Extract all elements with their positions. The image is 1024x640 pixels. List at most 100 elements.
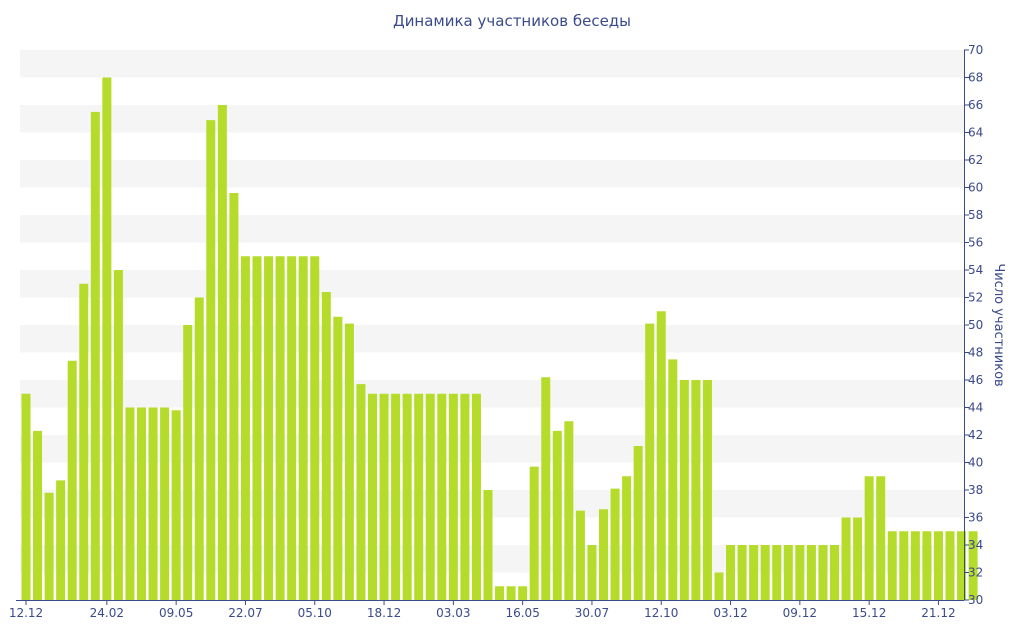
bar <box>853 517 863 600</box>
bar <box>933 531 943 600</box>
bar <box>44 492 54 600</box>
bar <box>402 393 412 600</box>
bar <box>564 421 574 600</box>
bar <box>437 393 447 600</box>
y-tick-label: 68 <box>968 71 983 85</box>
y-tick-label: 62 <box>968 153 983 167</box>
bar <box>298 256 308 600</box>
bar <box>379 393 389 600</box>
bar <box>137 407 146 600</box>
y-tick-label: 54 <box>968 263 983 277</box>
bar <box>448 393 458 600</box>
bar <box>726 545 736 600</box>
bar <box>321 292 331 600</box>
bar <box>702 380 712 600</box>
bar <box>79 283 89 600</box>
bar <box>529 466 539 601</box>
bar <box>806 545 816 600</box>
bar <box>887 531 897 600</box>
bar <box>772 545 782 600</box>
chart-title: Динамика участников беседы <box>392 12 632 30</box>
bar <box>795 545 805 600</box>
bar <box>737 545 747 600</box>
bar <box>633 446 643 600</box>
bar <box>575 510 585 601</box>
bar <box>610 488 620 601</box>
bar <box>599 509 608 600</box>
bar <box>968 531 978 600</box>
bar <box>414 393 424 600</box>
bar <box>56 480 66 600</box>
bar <box>148 407 158 600</box>
bar <box>183 325 193 600</box>
x-tick-label: 03.12 <box>713 606 747 620</box>
x-tick-label: 09.12 <box>783 606 817 620</box>
bar <box>287 256 297 600</box>
bar <box>90 111 100 601</box>
x-tick-label: 12.12 <box>9 606 43 620</box>
bar <box>33 430 43 601</box>
y-tick-label: 66 <box>968 98 983 112</box>
bar <box>171 410 181 600</box>
y-tick-label: 42 <box>968 428 983 442</box>
bar <box>21 393 31 600</box>
bar <box>830 545 839 600</box>
bar <box>541 377 551 600</box>
y-axis-title: Число участников <box>991 263 1006 386</box>
bar <box>760 545 770 600</box>
bar <box>841 517 851 600</box>
x-tick-label: 22.07 <box>228 606 262 620</box>
y-tick-label: 46 <box>968 373 983 387</box>
grid-band <box>20 270 964 298</box>
bar <box>217 105 227 600</box>
bar <box>425 393 435 600</box>
x-tick-label: 21.12 <box>921 606 955 620</box>
bar <box>899 531 909 600</box>
y-tick-label: 56 <box>968 236 983 250</box>
grid-band <box>20 325 964 353</box>
bar <box>160 407 170 600</box>
y-tick-label: 34 <box>968 538 983 552</box>
bar <box>344 323 354 600</box>
bar <box>818 545 828 600</box>
bar <box>240 256 250 600</box>
bar <box>945 531 955 600</box>
bar <box>552 430 562 601</box>
bar <box>229 193 239 600</box>
grid-band <box>20 380 964 408</box>
bar <box>506 586 516 600</box>
grid-band <box>20 50 964 78</box>
bar <box>922 531 932 600</box>
bar <box>910 531 920 600</box>
y-tick-label: 64 <box>968 126 983 140</box>
y-tick-label: 30 <box>968 593 983 607</box>
bar <box>264 256 274 600</box>
bar <box>252 256 262 600</box>
grid-band <box>20 105 964 133</box>
x-tick-label: 12.10 <box>644 606 678 620</box>
y-tick-label: 40 <box>968 456 983 470</box>
bar <box>518 586 528 600</box>
bar <box>194 297 204 600</box>
bar <box>333 316 343 600</box>
bar <box>957 531 967 600</box>
bar <box>679 380 689 600</box>
bar <box>668 359 678 601</box>
bar <box>125 407 135 600</box>
bar <box>356 384 366 601</box>
bar <box>783 545 793 600</box>
bar <box>749 545 759 600</box>
grid-band <box>20 160 964 188</box>
y-tick-label: 48 <box>968 346 983 360</box>
x-tick-label: 30.07 <box>575 606 609 620</box>
y-tick-label: 52 <box>968 291 983 305</box>
bar <box>391 393 401 600</box>
bar <box>310 256 320 600</box>
x-tick-label: 18.12 <box>367 606 401 620</box>
bar <box>645 323 655 600</box>
x-tick-label: 09.05 <box>159 606 193 620</box>
bar <box>460 393 470 600</box>
bar <box>864 476 874 600</box>
